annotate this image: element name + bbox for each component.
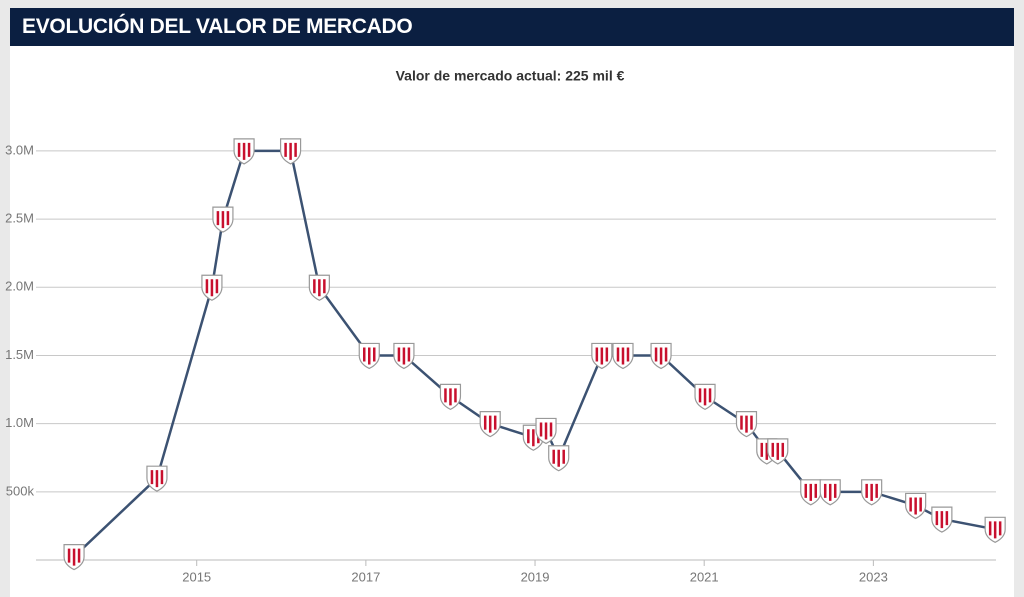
crest-stripes <box>444 388 457 406</box>
crest-stripes <box>909 497 922 515</box>
crest-stripes <box>804 483 818 501</box>
crest-stripes <box>284 142 297 160</box>
crest-stripes <box>363 347 376 365</box>
y-tick-label: 1.0M <box>5 415 34 430</box>
x-tick-label: 2019 <box>521 569 550 584</box>
crest-stripes <box>67 548 81 566</box>
y-tick-label: 3.0M <box>5 142 34 157</box>
y-tick-label: 500k <box>6 483 35 498</box>
crest-stripes <box>483 415 497 433</box>
crest-stripes <box>205 279 219 297</box>
y-tick-label: 2.0M <box>5 279 34 294</box>
crest-stripes <box>865 483 878 501</box>
x-tick-label: 2015 <box>182 569 211 584</box>
y-tick-label: 2.5M <box>5 211 34 226</box>
value-line <box>73 149 996 558</box>
crest-stripes <box>740 415 753 433</box>
crest-stripes <box>552 449 565 467</box>
x-tick-label: 2021 <box>690 569 719 584</box>
crest-stripes <box>935 511 949 529</box>
crest-stripes <box>698 388 712 406</box>
crest-stripes <box>654 347 668 365</box>
crest-stripes <box>237 142 251 160</box>
crest-stripes <box>539 422 553 440</box>
y-tick-label: 1.5M <box>5 347 34 362</box>
x-tick-label: 2017 <box>351 569 380 584</box>
crest-stripes <box>595 347 609 365</box>
crest-stripes <box>823 483 837 501</box>
x-tick-label: 2023 <box>859 569 888 584</box>
market-value-card: EVOLUCIÓN DEL VALOR DE MERCADO <box>10 8 1014 597</box>
crest-stripes <box>313 279 326 297</box>
crest-stripes <box>988 521 1002 539</box>
crest-stripes <box>616 347 630 365</box>
card-header: EVOLUCIÓN DEL VALOR DE MERCADO <box>10 8 1014 46</box>
chart-subtitle: Valor de mercado actual: 225 mil € <box>396 68 625 84</box>
crest-stripes <box>397 347 411 365</box>
crest-stripes <box>216 211 230 229</box>
crest-stripes <box>150 470 164 488</box>
crest-stripes <box>771 442 785 460</box>
